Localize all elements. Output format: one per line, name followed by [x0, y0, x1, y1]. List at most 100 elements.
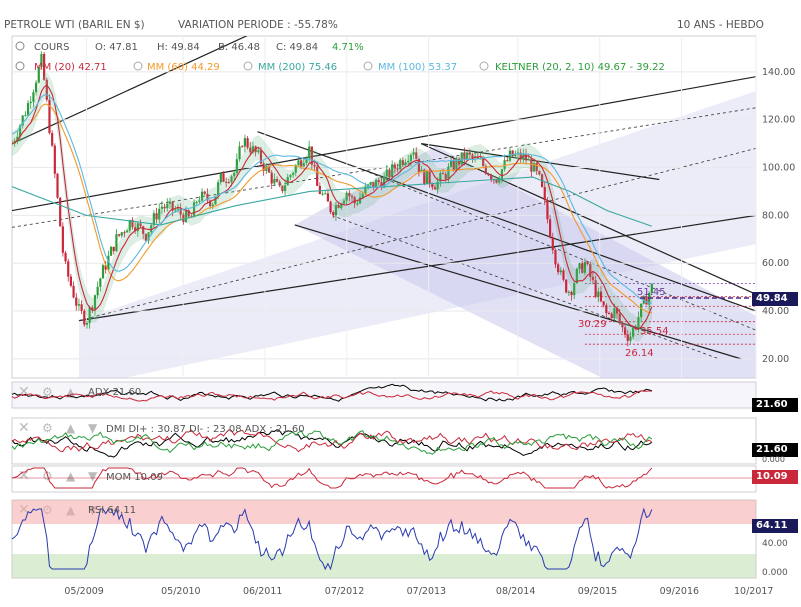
candle-body — [93, 295, 97, 310]
candle-body — [227, 182, 230, 184]
legend-low: B: 46.48 — [218, 42, 260, 53]
candle-body — [168, 201, 172, 204]
candle-body — [374, 180, 378, 188]
moving-averages — [12, 72, 653, 342]
candle-body — [147, 232, 150, 241]
candle-body — [318, 185, 321, 194]
candle-body — [174, 209, 177, 211]
candle-body — [527, 159, 530, 161]
candle-body — [12, 143, 14, 145]
candle-body — [511, 150, 514, 157]
candle-body — [605, 305, 608, 313]
candle-body — [96, 286, 99, 296]
candle-body — [615, 308, 619, 314]
legend: COURS O: 47.81 H: 49.84 B: 46.48 C: 49.8… — [15, 41, 665, 73]
candle-body — [198, 200, 201, 202]
candle-body — [302, 162, 305, 167]
candle-body — [144, 233, 147, 241]
candle-body — [136, 223, 139, 232]
candle-body — [404, 162, 407, 165]
candle-body — [80, 304, 83, 311]
candle-body — [508, 150, 512, 161]
x-tick-label: 07/2013 — [407, 586, 446, 597]
candle-body — [206, 193, 209, 201]
candle-body — [246, 138, 249, 148]
candle-body — [428, 171, 431, 185]
pitchfork-line — [12, 76, 756, 212]
arrow-up-icon: ▲ — [66, 421, 76, 435]
candle-body — [401, 160, 404, 165]
price-axis: 20.00 40.00 60.00 80.00 100.00 120.00 140.00 — [762, 67, 795, 365]
annotation-a3: 35.54 — [640, 326, 669, 337]
candle-body — [131, 219, 134, 228]
candle-body — [24, 115, 27, 117]
candle-body — [334, 204, 338, 216]
y-tick-label: 60.00 — [762, 258, 789, 269]
pitchfork-line — [12, 36, 248, 145]
arrow-down-icon: ▼ — [88, 469, 98, 483]
candle-body — [391, 164, 394, 178]
candle-body — [557, 264, 560, 273]
candle-body — [43, 53, 46, 80]
candle-body — [444, 174, 447, 179]
candle-body — [48, 99, 51, 134]
candle-body — [530, 159, 533, 172]
candle-body — [573, 283, 576, 296]
close-icon: ✕ — [18, 384, 30, 400]
candle-body — [251, 146, 255, 153]
candle-body — [358, 197, 362, 204]
rsi-oversold-zone — [12, 554, 756, 578]
legend-keltner: KELTNER (20, 2, 10) 49.67 - 39.22 — [495, 62, 665, 73]
candle-body — [152, 213, 155, 226]
pitchfork-area — [294, 146, 756, 378]
candle-body — [549, 219, 552, 238]
candle-body — [45, 79, 48, 100]
candle-body — [310, 146, 313, 165]
candle-body — [471, 154, 474, 158]
pitchfork-line — [78, 214, 756, 322]
candle-body — [634, 327, 637, 329]
candle-body — [61, 226, 64, 253]
candle-body — [18, 125, 22, 137]
candle-body — [59, 197, 62, 227]
candle-body — [460, 152, 463, 165]
candle-body — [321, 193, 324, 195]
adx-di-line — [11, 390, 652, 402]
candle-body — [297, 160, 300, 166]
candle-body — [361, 193, 364, 198]
candle-body — [487, 173, 490, 176]
candle-body — [532, 162, 536, 172]
candle-body — [559, 270, 562, 273]
x-tick-label: 05/2010 — [161, 586, 200, 597]
candle-body — [283, 185, 287, 192]
annotation-a4: 26.14 — [625, 348, 654, 359]
candle-body — [107, 255, 110, 270]
candle-body — [631, 327, 635, 337]
candle-body — [219, 173, 222, 183]
candle-body — [53, 145, 56, 174]
candle-body — [235, 159, 238, 173]
pitchfork-line — [421, 143, 660, 181]
candle-body — [554, 250, 557, 265]
candle-body — [503, 160, 506, 170]
legend-mm200: MM (200) 75.46 — [258, 62, 337, 73]
candle-body — [412, 152, 415, 155]
candle-body — [640, 303, 643, 318]
x-tick-label: 07/2012 — [325, 586, 364, 597]
candle-body — [155, 213, 158, 220]
candle-body — [570, 291, 573, 296]
candle-body — [538, 171, 541, 175]
candle-body — [67, 261, 70, 277]
mom-value-box: 10.09 — [752, 470, 798, 484]
x-tick-label: 09/2015 — [578, 586, 617, 597]
pitchfork-line — [257, 131, 756, 312]
candle-body — [305, 158, 308, 163]
arrow-up-icon: ▲ — [66, 385, 76, 399]
legend-mm20: MM (20) 42.71 — [34, 62, 107, 73]
rsi-value-box: 64.11 — [752, 519, 798, 533]
gear-icon: ⚙ — [42, 421, 53, 435]
candle-body — [184, 210, 188, 222]
pitchfork-line — [368, 171, 756, 331]
candle-body — [117, 234, 121, 236]
